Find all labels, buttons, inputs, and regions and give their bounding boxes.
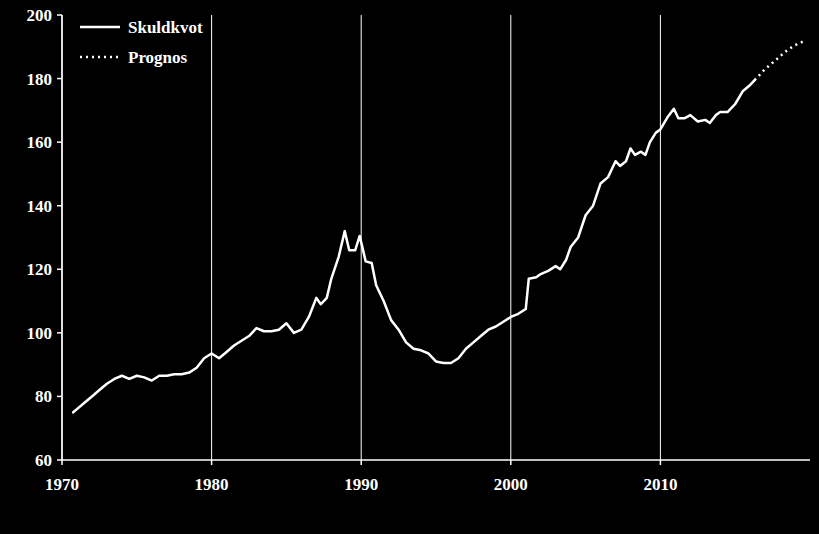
series-line [755, 40, 806, 80]
y-tick-label: 200 [27, 6, 53, 25]
chart: 1970 1980 1990 2000 2010 60 80 100 120 140 160 180 2… [0, 0, 819, 534]
y-tick-label: 100 [27, 324, 53, 343]
y-tick-label: 80 [35, 387, 52, 406]
x-tick-label: 2010 [643, 475, 677, 494]
y-tick-label: 180 [27, 70, 53, 89]
plot-area [73, 40, 805, 412]
y-tick-label: 60 [35, 451, 52, 470]
series-line [73, 80, 754, 412]
y-tick-label: 120 [27, 260, 53, 279]
x-tick-label: 1990 [344, 475, 378, 494]
x-tick-label: 1980 [195, 475, 229, 494]
legend-swatch [80, 26, 120, 29]
grid-line [211, 15, 212, 460]
grid-line [510, 15, 511, 460]
grid-line [62, 15, 63, 460]
legend-swatch [80, 56, 120, 59]
x-tick-label: 2000 [494, 475, 528, 494]
x-axis [62, 459, 810, 461]
x-tick-label: 1970 [45, 475, 79, 494]
legend-label: Skuldkvot [128, 18, 203, 37]
y-tick-label: 160 [27, 133, 53, 152]
y-tick-label: 140 [27, 197, 53, 216]
background [0, 0, 819, 534]
y-axis [61, 15, 63, 460]
legend-label: Prognos [128, 48, 188, 67]
grid-line [660, 15, 661, 460]
